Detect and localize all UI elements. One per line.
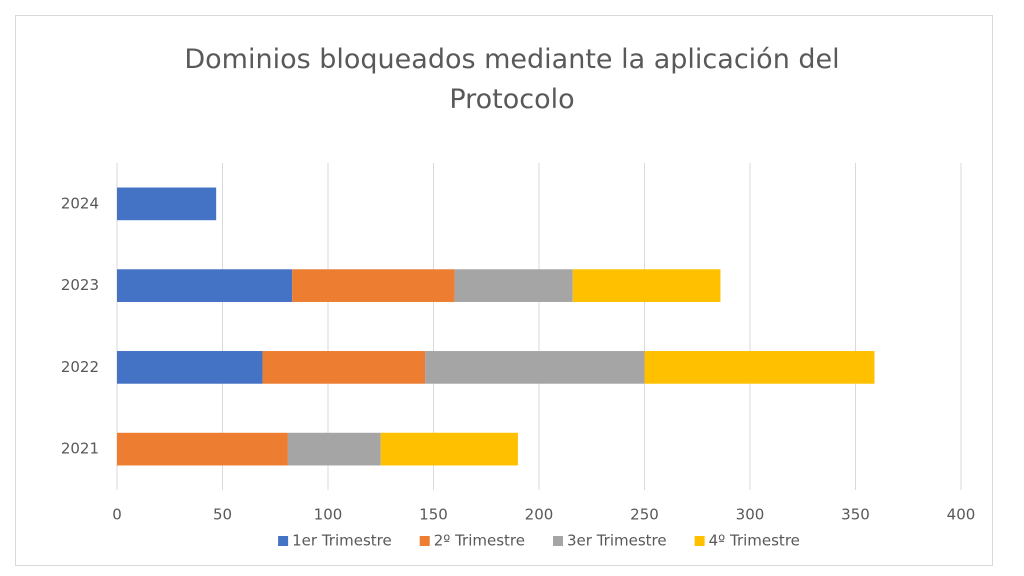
- legend-label: 3er Trimestre: [567, 532, 667, 550]
- legend-marker: [553, 536, 563, 546]
- legend-label: 4º Trimestre: [709, 532, 800, 550]
- bar-segment: [117, 432, 288, 466]
- y-tick-label: 2023: [61, 276, 99, 294]
- legend-marker: [694, 536, 705, 546]
- bar-segment: [117, 351, 263, 384]
- x-tick-label: 250: [630, 506, 659, 524]
- chart-title: Dominios bloqueados mediante la aplicaci…: [184, 44, 840, 115]
- x-tick-label: 50: [213, 506, 232, 524]
- bar-segment: [572, 269, 721, 302]
- legend-label: 1er Trimestre: [292, 532, 392, 550]
- legend-marker: [278, 536, 289, 546]
- chart-frame: [15, 15, 993, 566]
- x-tick-label: 0: [112, 506, 122, 524]
- x-tick-label: 400: [947, 506, 976, 524]
- x-tick-label: 100: [314, 506, 343, 524]
- bar-segment: [454, 269, 573, 302]
- x-tick-label: 300: [736, 506, 765, 524]
- legend-marker: [419, 536, 430, 546]
- x-tick-label: 150: [419, 506, 448, 524]
- legend-label: 2º Trimestre: [434, 532, 525, 550]
- bar-segment: [117, 269, 293, 302]
- bar-segment: [262, 351, 426, 384]
- y-tick-label: 2022: [61, 358, 99, 376]
- bar-segment: [117, 187, 217, 221]
- bar-segment: [425, 351, 645, 384]
- bar-segment: [380, 432, 518, 466]
- bar-segment: [292, 269, 455, 302]
- x-tick-label: 350: [841, 506, 870, 524]
- y-tick-label: 2024: [61, 194, 99, 212]
- bar-segment: [644, 351, 875, 384]
- y-tick-label: 2021: [61, 440, 99, 458]
- x-tick-label: 200: [525, 506, 554, 524]
- bar-segment: [287, 432, 381, 466]
